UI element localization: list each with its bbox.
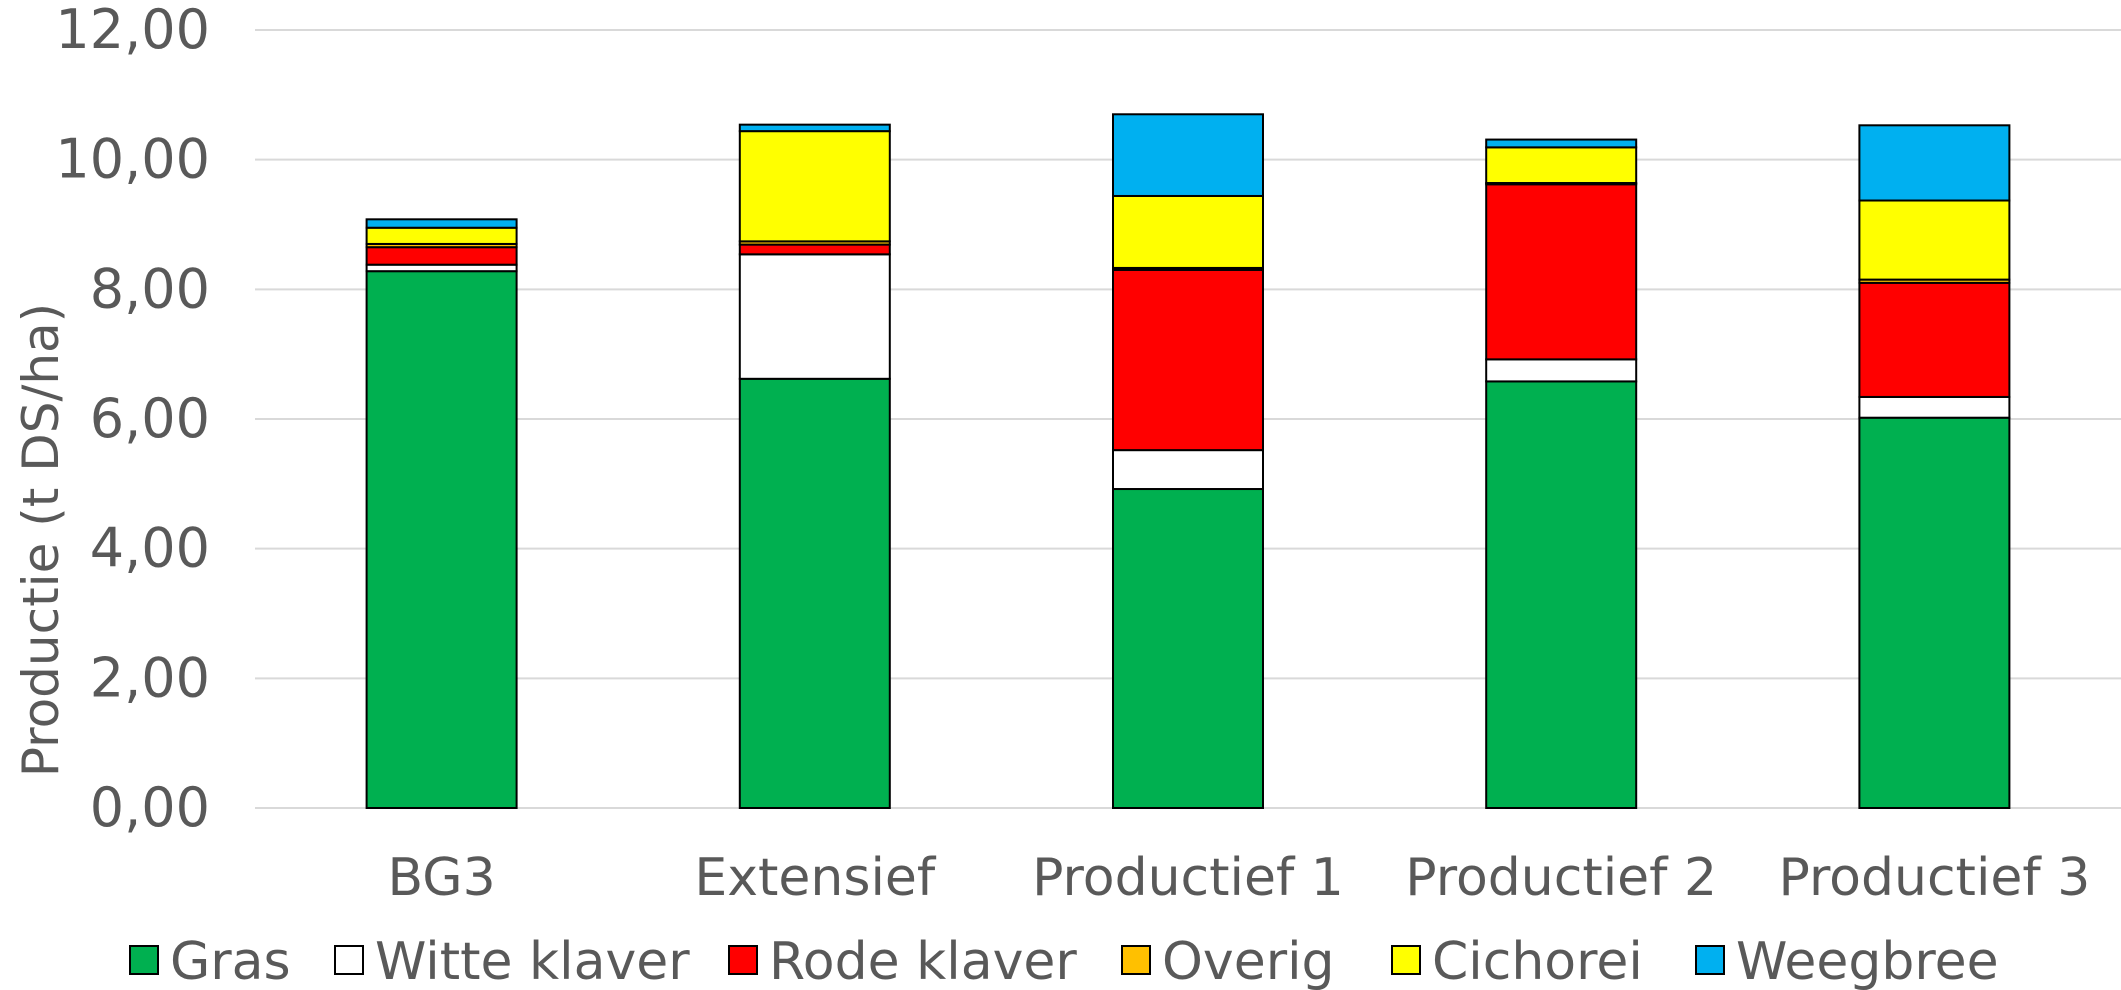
- bar-segment-gras: [1858, 416, 2011, 809]
- legend-swatch: [1391, 945, 1421, 975]
- bar-segment-gras: [1485, 380, 1638, 809]
- legend-swatch: [1695, 945, 1725, 975]
- bar-segment-gras: [365, 270, 518, 809]
- bar-segment-witte-klaver: [738, 253, 891, 380]
- y-tick-label: 0,00: [90, 776, 210, 839]
- legend-label: Gras: [170, 932, 291, 990]
- bar-segment-cichorei: [1858, 199, 2011, 281]
- bar-segment-cichorei: [1485, 146, 1638, 185]
- legend-label: Rode klaver: [769, 932, 1077, 990]
- legend-swatch: [129, 945, 159, 975]
- bar-segment-cichorei: [365, 226, 518, 245]
- bar-segment-weegbree: [365, 218, 518, 229]
- bar-stack: [365, 218, 518, 809]
- y-axis-tick-labels: 0,00 2,00 4,00 6,00 8,00 10,00 12,00: [55, 0, 210, 839]
- legend-label: Cichorei: [1432, 932, 1643, 990]
- bar-segment-rode-klaver: [738, 243, 891, 256]
- legend-swatch: [334, 945, 364, 975]
- x-category-label: Productief 3: [1779, 848, 2091, 908]
- y-tick-label: 6,00: [90, 387, 210, 450]
- bar-stack: [738, 123, 891, 809]
- bar-segment-cichorei: [1112, 194, 1264, 269]
- bar-segment-weegbree: [1858, 124, 2011, 202]
- bars: [365, 113, 2011, 809]
- bar-stack: [1485, 138, 1638, 809]
- bar-segment-witte-klaver: [1858, 395, 2011, 419]
- y-tick-label: 8,00: [90, 257, 210, 320]
- legend: Gras Witte klaver Rode klaver Overig Cichore…: [129, 932, 1999, 990]
- bar-segment-rode-klaver: [1112, 268, 1264, 452]
- x-category-label: BG3: [388, 848, 496, 908]
- bar-segment-witte-klaver: [1112, 449, 1264, 491]
- y-tick-label: 4,00: [90, 517, 210, 580]
- legend-label: Weegbree: [1736, 932, 1999, 990]
- y-axis-title: Productie (t DS/ha): [12, 303, 70, 777]
- bar-segment-cichorei: [738, 130, 891, 243]
- legend-swatch: [728, 945, 758, 975]
- x-category-label: Productief 1: [1032, 848, 1344, 908]
- bar-segment-gras: [738, 377, 891, 809]
- bar-stack: [1112, 113, 1264, 809]
- bar-segment-witte-klaver: [1485, 358, 1638, 383]
- x-axis-category-labels: BG3 Extensief Productief 1 Productief 2 Prod…: [388, 848, 2091, 908]
- bar-segment-rode-klaver: [1858, 281, 2011, 398]
- bar-segment-weegbree: [1485, 138, 1638, 149]
- bar-segment-weegbree: [1112, 113, 1264, 197]
- bar-stack: [1858, 124, 2011, 809]
- legend-swatch: [1121, 945, 1151, 975]
- y-tick-label: 10,00: [55, 128, 210, 191]
- bar-segment-rode-klaver: [365, 246, 518, 266]
- legend-label: Witte klaver: [375, 932, 690, 990]
- legend-label: Overig: [1162, 932, 1335, 990]
- x-category-label: Productief 2: [1405, 848, 1717, 908]
- x-category-label: Extensief: [694, 848, 936, 908]
- bar-segment-weegbree: [738, 123, 891, 133]
- y-tick-label: 2,00: [90, 646, 210, 709]
- bar-segment-gras: [1112, 488, 1264, 809]
- y-tick-label: 12,00: [55, 0, 210, 61]
- bar-segment-rode-klaver: [1485, 183, 1638, 361]
